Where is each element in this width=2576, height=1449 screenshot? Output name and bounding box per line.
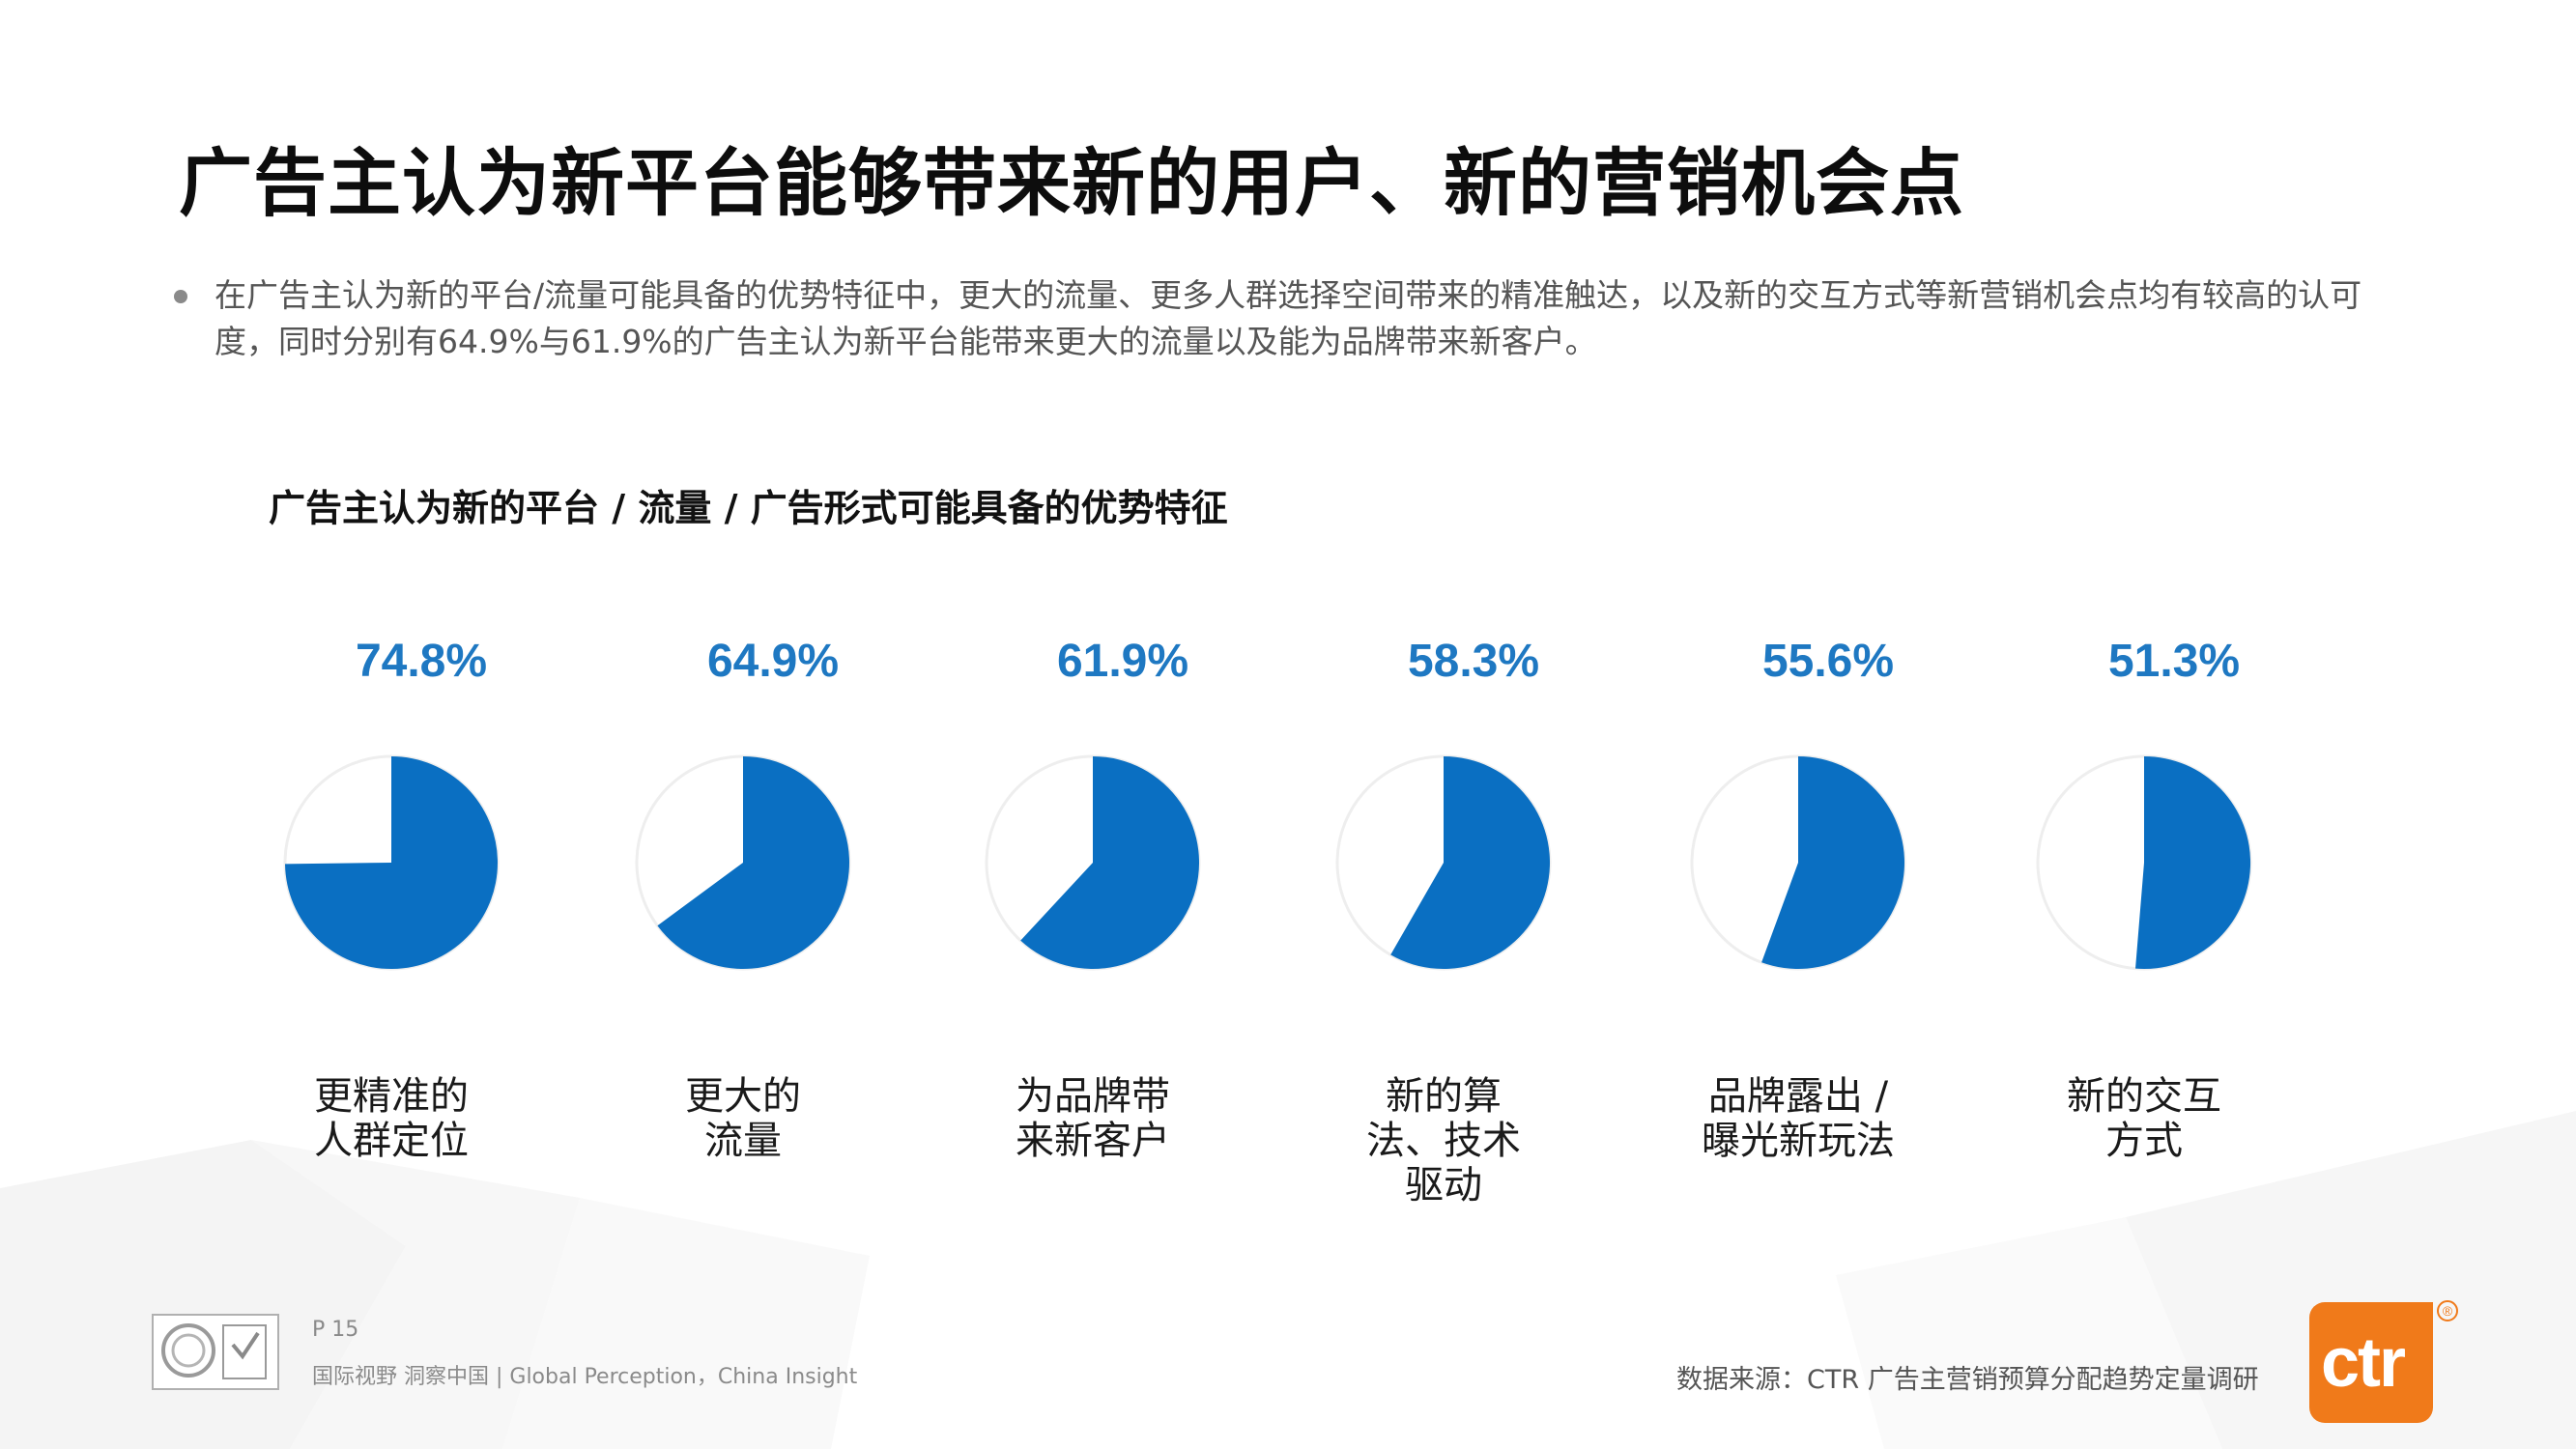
chart-title: 广告主认为新的平台 / 流量 / 广告形式可能具备的优势特征 — [269, 487, 1228, 529]
pie-category-label: 新的交互方式 — [2067, 1074, 2221, 1163]
pie-category-label: 新的算法、技术驱动 — [1366, 1074, 1521, 1208]
pie-value-label: 55.6% — [1762, 636, 1894, 687]
pie-value-slice — [1761, 756, 1905, 970]
pie-chart-row: 74.8% 更精准的人群定位 64.9% 更大的流量 61.9% 为品牌带来新客户 58.3… — [283, 636, 2252, 1208]
pie-value-slice — [1020, 756, 1200, 969]
pie-value-slice — [657, 756, 850, 970]
pie-category-label: 为品牌带来新客户 — [1016, 1074, 1170, 1163]
pie-category-label: 更精准的人群定位 — [314, 1074, 469, 1163]
pie-value-label: 74.8% — [356, 636, 487, 687]
page-number: P 15 — [312, 1318, 359, 1342]
pie-4: 58.3% 新的算法、技术驱动 — [1335, 636, 1552, 1208]
pie-value-label: 58.3% — [1408, 636, 1539, 687]
pie-value-label: 51.3% — [2108, 636, 2240, 687]
page-title: 广告主认为新平台能够带来新的用户、新的营销机会点 — [179, 140, 1964, 226]
pie-3: 61.9% 为品牌带来新客户 — [985, 636, 1201, 1163]
footer-slogan: 国际视野 洞察中国 | Global Perception，China Insi… — [312, 1365, 858, 1389]
ctr-logo: ctr — [2309, 1302, 2433, 1423]
pie-value-label: 61.9% — [1057, 636, 1188, 687]
certification-badge — [152, 1314, 279, 1390]
pie-value-slice — [1390, 756, 1550, 970]
pie-value-slice — [2135, 756, 2251, 970]
data-source: 数据来源：CTR 广告主营销预算分配趋势定量调研 — [1676, 1365, 2259, 1395]
pie-6: 51.3% 新的交互方式 — [2036, 636, 2252, 1163]
summary-text: 在广告主认为新的平台/流量可能具备的优势特征中，更大的流量、更多人群选择空间带来… — [215, 276, 2362, 360]
pie-value-slice — [285, 756, 499, 970]
pie-category-label: 品牌露出 /曝光新玩法 — [1702, 1074, 1895, 1163]
pie-category-label: 更大的流量 — [685, 1074, 801, 1163]
registered-mark-icon: ® — [2437, 1300, 2458, 1321]
pie-value-label: 64.9% — [707, 636, 839, 687]
pie-5: 55.6% 品牌露出 /曝光新玩法 — [1690, 636, 1906, 1163]
logo-text: ctr — [2321, 1324, 2406, 1402]
pie-2: 64.9% 更大的流量 — [635, 636, 851, 1163]
bullet-icon — [174, 290, 187, 303]
pie-1: 74.8% 更精准的人群定位 — [283, 636, 500, 1163]
